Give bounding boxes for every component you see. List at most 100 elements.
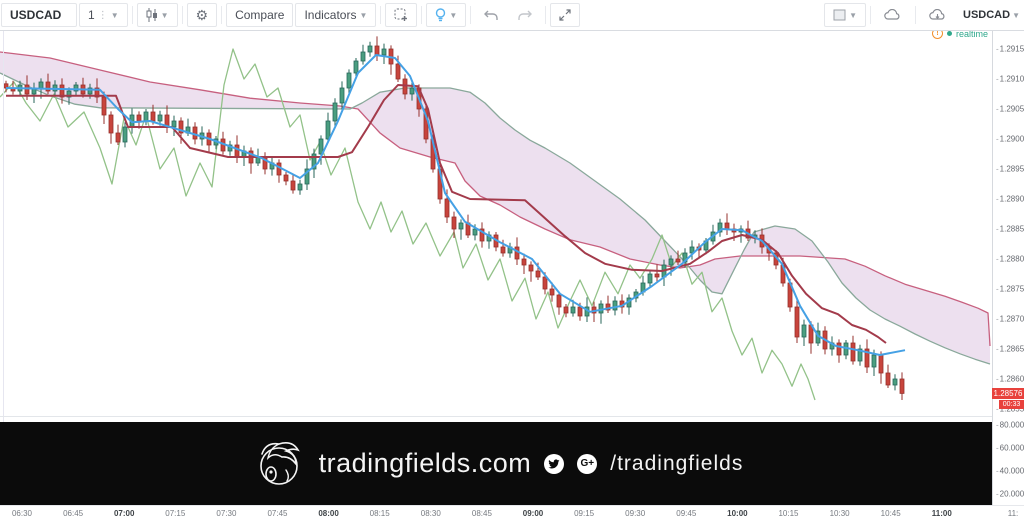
time-tick-label: 10:45 [880, 509, 901, 518]
twitter-icon [544, 453, 565, 474]
cloud-icon [884, 9, 900, 20]
price-tick-label: -1.28550 [996, 404, 1024, 414]
price-tick-label: -1.29100 [996, 74, 1024, 84]
candle [290, 173, 296, 194]
fullscreen-button[interactable] [550, 3, 581, 27]
time-tick-label: 08:15 [369, 509, 390, 518]
candle [794, 297, 800, 343]
chikou-span-line [0, 48, 816, 401]
chevron-down-icon[interactable]: ▼ [849, 10, 858, 20]
candle [549, 282, 555, 302]
chevron-down-icon[interactable]: ▼ [359, 10, 368, 20]
price-tick-label: -1.29150 [996, 44, 1024, 54]
candle [836, 339, 842, 363]
candle [556, 291, 562, 315]
load-layout-button[interactable] [875, 3, 912, 27]
time-tick-label: 07:45 [267, 509, 288, 518]
price-axis[interactable]: -1.29200-1.29150-1.29100-1.29050-1.29000… [992, 23, 1024, 519]
compare-label: Compare [235, 8, 285, 22]
candle [500, 239, 506, 257]
indicator-tick-label: -40.0000 [996, 466, 1024, 476]
symbol-label: USDCAD [10, 8, 62, 22]
candle [59, 78, 65, 104]
candle [388, 45, 394, 75]
banner-site-text: tradingfields.com [318, 448, 532, 478]
interval-selector[interactable]: 1 ⋮ ▼ [79, 3, 128, 27]
kijun-sen-line [6, 84, 887, 344]
indicators-button[interactable]: Indicators ▼ [295, 3, 377, 27]
candle [465, 214, 471, 238]
interval-label: 1 [88, 8, 95, 22]
candle [164, 105, 170, 133]
time-tick-label: 10:00 [727, 509, 748, 518]
candle [507, 242, 513, 258]
candle [647, 269, 653, 288]
undo-button[interactable] [475, 3, 508, 27]
candlestick-icon [146, 8, 157, 22]
publish-idea-button[interactable]: ▼ [426, 3, 467, 27]
candle [479, 222, 485, 248]
redo-button[interactable] [509, 3, 542, 27]
candle [528, 261, 534, 282]
undo-icon [484, 10, 499, 20]
candle [563, 304, 569, 318]
candle [283, 172, 289, 186]
candle [689, 240, 695, 260]
chevron-down-icon[interactable]: ▼ [449, 10, 458, 20]
interval-menu-icon[interactable]: ⋮ [97, 9, 108, 21]
indicator-tick-label: -80.0000 [996, 420, 1024, 430]
settings-button[interactable]: ⚙ [186, 3, 218, 27]
candle [108, 111, 114, 144]
realtime-label: realtime [955, 28, 988, 39]
candle [892, 374, 898, 391]
time-tick-label: 10:30 [829, 509, 850, 518]
indicators-label: Indicators [304, 8, 357, 22]
price-tick-label: -1.29000 [996, 134, 1024, 144]
pane-divider[interactable] [0, 416, 992, 417]
gear-icon: ⚙ [195, 7, 209, 23]
candle [318, 135, 324, 165]
divider [915, 6, 917, 24]
tenkan-sen-line [5, 54, 906, 356]
candle [458, 219, 464, 240]
indicator-tick-label: -60.0000 [996, 443, 1024, 453]
chart-style-button[interactable]: ▼ [136, 3, 178, 27]
candle [171, 115, 177, 136]
compare-button[interactable]: Compare [226, 3, 294, 27]
symbol-search-box[interactable]: USDCAD [1, 3, 77, 27]
candle [675, 250, 681, 265]
candle [311, 148, 317, 178]
price-tick-label: -1.28950 [996, 164, 1024, 174]
price-tick-label: -1.28750 [996, 284, 1024, 294]
chevron-down-icon[interactable]: ▼ [160, 10, 169, 20]
layout-select-button[interactable]: ▼ [824, 3, 867, 27]
candle [101, 91, 107, 124]
candle [269, 156, 275, 176]
divider [870, 6, 872, 24]
ichimoku-cloud [0, 52, 990, 364]
chevron-down-icon[interactable]: ▼ [110, 10, 119, 20]
realtime-dot-icon [946, 31, 952, 36]
save-layout-button[interactable] [920, 3, 957, 27]
time-tick-label: 11:00 [931, 509, 952, 518]
price-tick-label: -1.28650 [996, 344, 1024, 354]
divider [221, 6, 223, 24]
candle [612, 296, 618, 316]
redo-icon [518, 10, 533, 20]
price-tick-label: -1.29050 [996, 104, 1024, 114]
time-axis[interactable]: 06:30 06:45 07:00 07:15 07:30 07:45 08:00 08:15… [0, 505, 1024, 519]
candle [381, 43, 387, 64]
time-tick-label: 11: [1007, 509, 1019, 518]
add-alert-icon [394, 8, 408, 21]
divider [470, 6, 472, 24]
chevron-down-icon[interactable]: ▼ [1012, 10, 1020, 20]
time-tick-label: 07:15 [165, 509, 186, 518]
candle [325, 112, 331, 142]
candle [626, 294, 632, 315]
divider [380, 6, 382, 24]
add-alert-button[interactable] [385, 3, 418, 27]
layout-grid-icon [833, 9, 846, 21]
candle [801, 319, 807, 346]
